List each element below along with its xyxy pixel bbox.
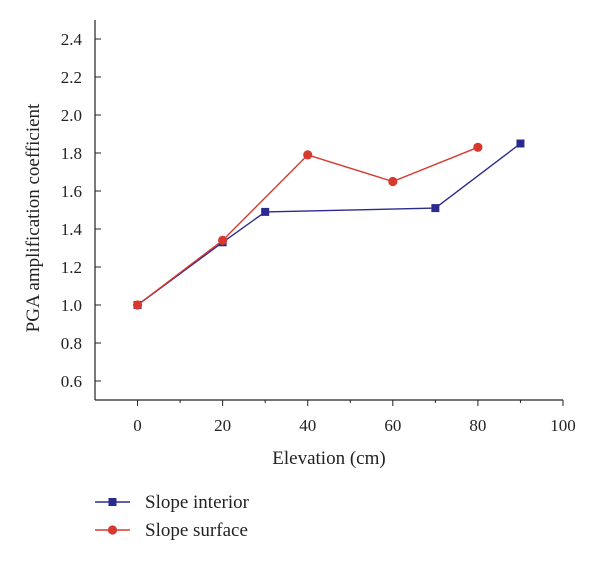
legend-item: Slope interior [95, 492, 250, 513]
y-tick-label: 1.8 [61, 144, 82, 163]
x-tick-label: 0 [133, 416, 142, 435]
data-point [261, 207, 270, 216]
legend-label: Slope interior [145, 492, 250, 513]
x-axis-title: Elevation (cm) [272, 448, 385, 469]
legend-item: Slope surface [95, 520, 248, 541]
y-tick-label: 2.4 [61, 30, 83, 49]
y-tick-label: 2.0 [61, 106, 82, 125]
legend: Slope interior Slope surface [95, 492, 250, 541]
data-point [431, 204, 440, 213]
y-tick-label: 1.2 [61, 258, 82, 277]
series-slope-surface [132, 142, 483, 310]
legend-marker [108, 498, 117, 506]
series-layer [132, 139, 525, 310]
y-tick-label: 2.2 [61, 68, 82, 87]
y-tick-label: 0.6 [61, 372, 82, 391]
x-tick-label: 40 [299, 416, 316, 435]
x-tick-label: 60 [384, 416, 401, 435]
axes: 0.6 0.8 1.0 1.2 1.4 1.6 1.8 2.0 2.2 2.4 0 20 40 60 80 1… [61, 20, 576, 435]
x-tick-label: 100 [550, 416, 576, 435]
y-tick-label: 1.0 [61, 296, 82, 315]
series-slope-interior [133, 139, 525, 309]
y-tick-label: 1.4 [61, 220, 83, 239]
data-point [473, 142, 483, 152]
x-tick-label: 80 [469, 416, 486, 435]
data-point [218, 235, 228, 245]
x-tick-label: 20 [214, 416, 231, 435]
y-tick-label: 0.8 [61, 334, 82, 353]
series-line [137, 146, 479, 306]
data-point [516, 139, 525, 148]
y-axis-title: PGA amplification coefficient [23, 103, 44, 332]
legend-label: Slope surface [145, 520, 248, 541]
data-point [303, 150, 313, 160]
y-tick-label: 1.6 [61, 182, 82, 201]
series-line [137, 142, 521, 306]
data-point [388, 176, 398, 187]
legend-marker [107, 525, 118, 535]
data-point [132, 300, 143, 310]
